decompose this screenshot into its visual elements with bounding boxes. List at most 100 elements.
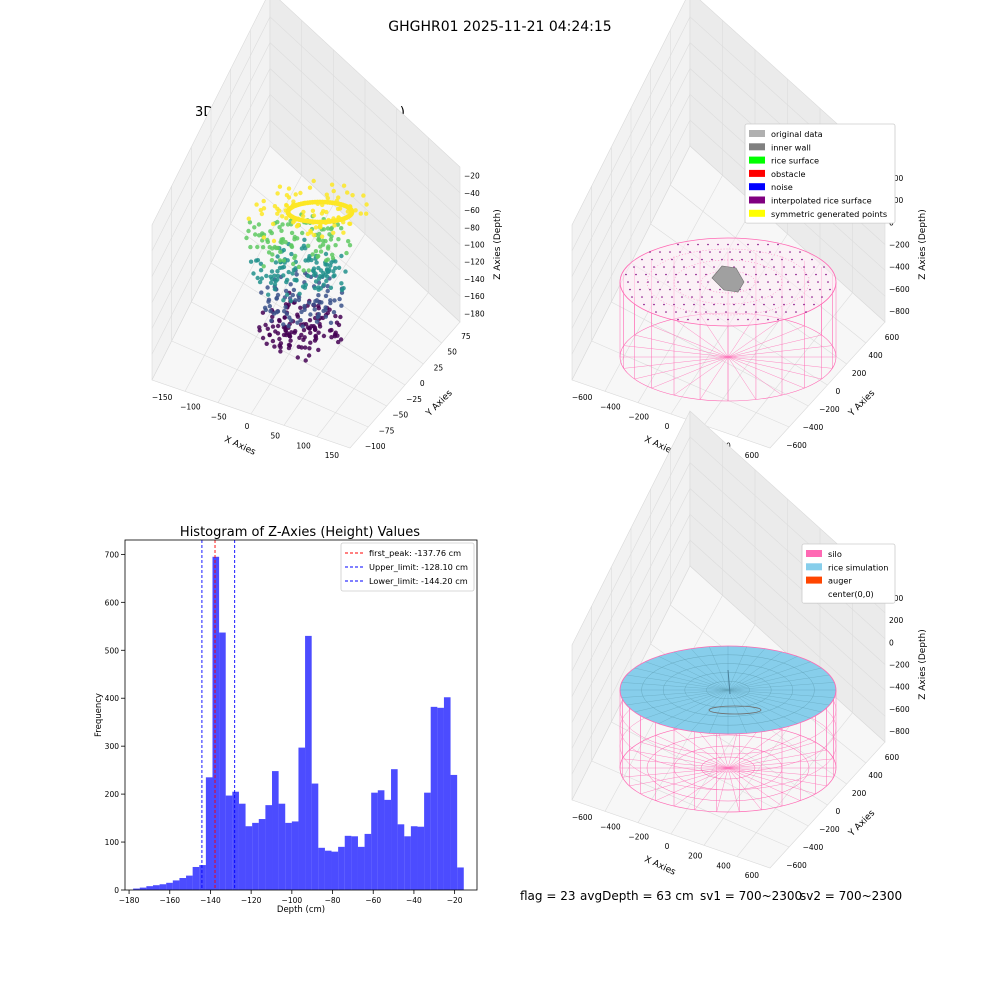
interpolated-point <box>767 243 769 246</box>
interpolated-point <box>805 273 807 276</box>
interpolated-point <box>741 258 743 261</box>
raw-point <box>323 305 328 310</box>
raw-point <box>293 328 298 334</box>
raw-point <box>259 211 265 217</box>
wall-gridline <box>151 68 461 303</box>
interpolated-point <box>749 288 751 291</box>
y-tick-label: 700 <box>105 550 120 559</box>
interpolated-point <box>729 251 731 253</box>
rice-mesh-spoke <box>727 656 798 691</box>
interpolated-point <box>747 281 749 283</box>
raw-point <box>295 355 300 360</box>
raw-point <box>254 202 259 207</box>
raw-point <box>277 258 283 263</box>
raw-point <box>301 327 307 333</box>
silo-floor-spoke <box>727 767 783 807</box>
interpolated-point <box>647 281 649 283</box>
x-tick-label: 0 <box>665 422 670 431</box>
x-tick-label: −50 <box>211 412 227 421</box>
histogram-bar <box>146 886 153 890</box>
raw-point <box>319 300 324 305</box>
silo-floor-spoke <box>694 726 729 769</box>
interpolated-point <box>775 311 777 313</box>
interpolated-point <box>687 318 689 321</box>
interpolated-point <box>771 258 773 261</box>
interpolated-point <box>683 303 685 306</box>
raw-point <box>324 278 329 284</box>
legend-label: symmetric generated points <box>771 209 887 219</box>
simulation-legend <box>801 543 896 604</box>
plot-frame <box>124 539 478 891</box>
raw-point <box>339 281 344 286</box>
silo-floor-spoke <box>673 356 729 396</box>
rice-mesh-spoke <box>673 689 729 729</box>
raw-point <box>316 303 321 309</box>
histogram-bar <box>377 790 385 890</box>
rice-mesh-spoke <box>727 674 830 691</box>
raw-point <box>284 277 290 283</box>
interpolated-point <box>717 243 719 246</box>
raw-point <box>329 335 334 340</box>
rice-mesh-spoke <box>727 689 766 732</box>
interpolated-point <box>721 258 723 261</box>
raw-point <box>283 325 288 331</box>
rice-mesh-spoke <box>727 689 830 706</box>
raw-point <box>312 232 317 238</box>
legend-label: interpolated rice surface <box>771 196 872 206</box>
raw-point <box>275 273 281 278</box>
raw-point <box>338 337 344 342</box>
raw-point <box>278 249 283 255</box>
raw-point <box>307 318 313 323</box>
interpolated-point <box>781 296 783 298</box>
raw-point <box>267 245 272 250</box>
interpolated-point <box>711 258 713 261</box>
histogram-bar <box>318 847 325 890</box>
y-tick-label: 400 <box>868 771 883 780</box>
z-axis-label: Z Axies (Depth) <box>493 209 503 280</box>
rice-mesh-spoke <box>727 689 835 698</box>
silo-floor-spoke <box>727 767 801 801</box>
raw-point <box>338 314 343 320</box>
raw-point <box>321 308 326 314</box>
silo-floor-spoke <box>727 356 822 380</box>
interpolated-point <box>699 251 701 253</box>
raw-point <box>309 257 314 263</box>
raw-point <box>255 258 261 263</box>
raw-point <box>267 304 272 309</box>
histogram-bar <box>338 846 345 890</box>
sv1-readout: sv1 = 700~2300 <box>700 889 802 903</box>
interpolated-point <box>633 266 635 268</box>
histogram-bar <box>351 836 358 890</box>
raw-point <box>281 322 286 327</box>
raw-point <box>269 269 275 274</box>
raw-point <box>341 230 346 235</box>
rice-mesh-spoke <box>645 689 729 719</box>
raw-point <box>311 213 317 218</box>
raw-point <box>248 244 253 250</box>
y-tick-label: −200 <box>819 405 840 414</box>
raw-point <box>269 230 274 236</box>
interpolated-point <box>659 288 661 291</box>
raw-point <box>275 277 280 282</box>
interpolated-point <box>735 311 737 313</box>
raw-point <box>329 260 334 265</box>
interpolated-point <box>719 251 721 253</box>
raw-point <box>300 324 305 329</box>
interpolated-point <box>759 251 761 253</box>
y-tick-label: 25 <box>434 363 444 372</box>
rice-mesh-spoke <box>621 682 729 691</box>
raw-point <box>301 209 306 215</box>
raw-point <box>298 318 303 323</box>
interpolated-point <box>789 288 791 291</box>
histogram-bar <box>252 822 259 890</box>
histogram-bar <box>199 865 206 890</box>
raw-point <box>281 258 287 263</box>
interpolated-point <box>641 296 643 298</box>
interpolated-point <box>757 318 759 321</box>
z-tick-label: −80 <box>464 223 480 232</box>
raw-point <box>319 234 325 239</box>
x-tick-label: −100 <box>180 403 201 412</box>
histogram-bar <box>278 803 286 890</box>
silo-floor-spoke <box>727 767 834 778</box>
